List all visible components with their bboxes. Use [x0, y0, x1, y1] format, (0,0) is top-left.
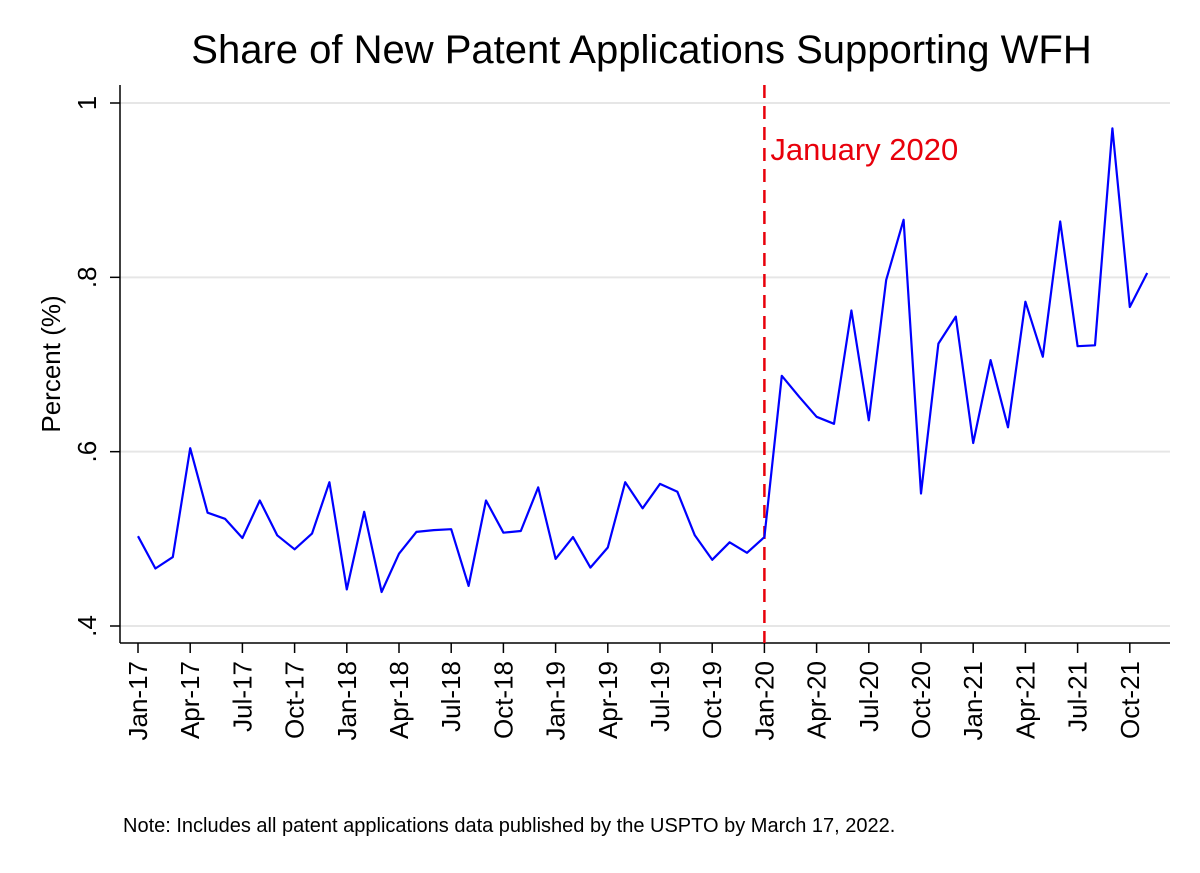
x-tick-label: Apr-21 — [1010, 661, 1040, 739]
x-tick-label: Jul-19 — [645, 661, 675, 732]
x-tick-label: Jul-21 — [1063, 661, 1093, 732]
x-tick-label: Jan-20 — [749, 661, 779, 741]
x-tick-label: Oct-20 — [906, 661, 936, 739]
chart-title: Share of New Patent Applications Support… — [191, 28, 1092, 72]
x-tick-label: Jan-21 — [958, 661, 988, 741]
x-tick-label: Apr-20 — [802, 661, 832, 739]
tick-labels: .4 .6 .8 1 Percent (%) Jan-17 Apr-17 Jul-17 Oct-… — [36, 96, 1145, 741]
x-tick-label: Apr-17 — [175, 661, 205, 739]
y-tick-label: 1 — [72, 96, 102, 110]
x-tick-label: Jul-18 — [436, 661, 466, 732]
x-tick-label: Jan-18 — [332, 661, 362, 741]
x-tick-label: Jul-20 — [854, 661, 884, 732]
x-tick-label: Jan-17 — [123, 661, 153, 741]
annotation-label: January 2020 — [770, 132, 958, 167]
axes — [110, 85, 1170, 653]
y-tick-label: .4 — [72, 615, 102, 637]
x-tick-label: Oct-17 — [280, 661, 310, 739]
x-tick-label: Apr-18 — [384, 661, 414, 739]
x-tick-label: Apr-19 — [593, 661, 623, 739]
y-tick-label: .6 — [72, 441, 102, 463]
x-tick-label: Oct-21 — [1115, 661, 1145, 739]
x-tick-label: Oct-18 — [488, 661, 518, 739]
x-tick-label: Jan-19 — [541, 661, 571, 741]
x-tick-label: Oct-19 — [697, 661, 727, 739]
series-layer — [137, 127, 1149, 594]
annotation-layer: January 2020 — [763, 85, 958, 643]
footnote: Note: Includes all patent applications d… — [123, 815, 896, 837]
x-tick-label: Jul-17 — [227, 661, 257, 732]
y-tick-label: .8 — [72, 266, 102, 288]
y-axis-label: Percent (%) — [36, 295, 66, 432]
series-line — [137, 127, 1149, 594]
grid-lines — [120, 102, 1170, 627]
